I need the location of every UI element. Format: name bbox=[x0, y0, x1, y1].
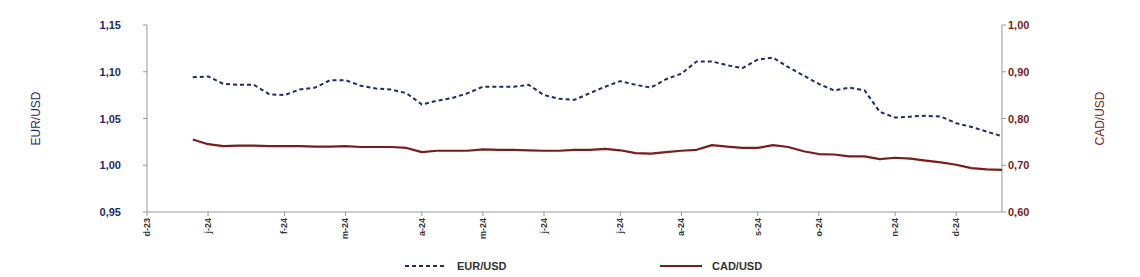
legend-label: EUR/USD bbox=[457, 260, 507, 272]
x-tick-label: a-24 bbox=[417, 218, 427, 236]
x-tick-label: j-24 bbox=[203, 218, 213, 235]
y2-tick bbox=[1002, 118, 1006, 119]
y-tick-label: 1,00 bbox=[100, 159, 121, 171]
y2-tick bbox=[1002, 212, 1006, 213]
y2-tick bbox=[1002, 165, 1006, 166]
y-tick bbox=[143, 25, 147, 26]
x-tick bbox=[818, 212, 819, 216]
x-tick bbox=[681, 212, 682, 216]
legend-swatch bbox=[660, 265, 702, 267]
legend-swatch bbox=[405, 265, 447, 267]
y-tick-label: 1,05 bbox=[100, 113, 121, 125]
y2-tick-label: 0,80 bbox=[1008, 113, 1029, 125]
y-tick bbox=[143, 118, 147, 119]
x-tick-label: j-24 bbox=[615, 218, 625, 235]
x-tick bbox=[284, 212, 285, 216]
y2-tick-label: 0,60 bbox=[1008, 206, 1029, 218]
x-tick bbox=[345, 212, 346, 216]
y-tick-label: 0,95 bbox=[100, 206, 121, 218]
y2-tick-label: 0,70 bbox=[1008, 159, 1029, 171]
series-line bbox=[193, 140, 1002, 170]
x-axis bbox=[147, 212, 1002, 213]
x-tick-label: m-24 bbox=[340, 218, 350, 239]
x-tick bbox=[147, 212, 148, 216]
x-tick-label: f-24 bbox=[279, 218, 289, 234]
y2-tick-label: 0,90 bbox=[1008, 66, 1029, 78]
x-tick-label: d-23 bbox=[142, 218, 152, 237]
series-line bbox=[193, 58, 1002, 137]
y2-tick bbox=[1002, 25, 1006, 26]
x-tick-label: m-24 bbox=[478, 218, 488, 239]
x-tick bbox=[757, 212, 758, 216]
x-tick bbox=[956, 212, 957, 216]
y-tick-label: 1,15 bbox=[100, 19, 121, 31]
x-tick-label: o-24 bbox=[814, 218, 824, 237]
x-tick bbox=[421, 212, 422, 216]
x-tick-label: a-24 bbox=[676, 218, 686, 236]
y-axis-title: EUR/USD bbox=[29, 91, 43, 145]
x-tick-label: n-24 bbox=[890, 218, 900, 237]
x-tick bbox=[895, 212, 896, 216]
x-tick-label: d-24 bbox=[951, 218, 961, 237]
y-tick-label: 1,10 bbox=[100, 66, 121, 78]
y-tick bbox=[143, 212, 147, 213]
x-tick bbox=[482, 212, 483, 216]
x-tick bbox=[208, 212, 209, 216]
y-tick bbox=[143, 165, 147, 166]
y2-tick-label: 1,00 bbox=[1008, 19, 1029, 31]
y2-axis-title: CAD/USD bbox=[1093, 91, 1107, 145]
x-tick-label: s-24 bbox=[753, 218, 763, 236]
y-tick bbox=[143, 71, 147, 72]
chart: 0,95 1,00 1,05 1,10 1,15 0,60 0,70 0,80 0,90 1,00… bbox=[0, 0, 1140, 277]
x-tick bbox=[620, 212, 621, 216]
legend-label: CAD/USD bbox=[712, 260, 762, 272]
y2-tick bbox=[1002, 71, 1006, 72]
x-tick-label: j-24 bbox=[539, 218, 549, 235]
x-tick bbox=[543, 212, 544, 216]
plot-area bbox=[193, 58, 1002, 170]
